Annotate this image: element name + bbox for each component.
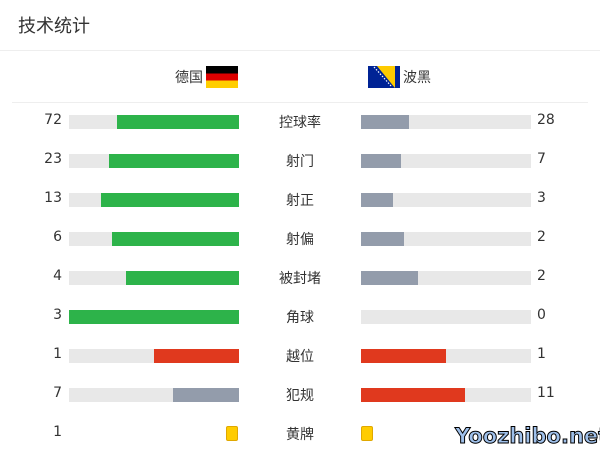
stat-row: 13 射正 3 xyxy=(0,190,600,210)
divider xyxy=(12,102,588,103)
stat-label: 射正 xyxy=(286,193,314,209)
stat-row: 3 角球 0 xyxy=(0,307,600,327)
away-team-name: 波黑 xyxy=(403,70,431,86)
away-bar-fill xyxy=(361,388,465,402)
away-value: 2 xyxy=(537,268,546,284)
away-value: 0 xyxy=(537,307,546,323)
yellow-card-icon xyxy=(361,426,373,441)
away-bar xyxy=(361,271,531,285)
away-bar-fill xyxy=(361,154,401,168)
home-bar xyxy=(69,193,239,207)
away-bar xyxy=(361,310,531,324)
home-value: 6 xyxy=(53,229,62,245)
home-value: 1 xyxy=(53,424,62,440)
stat-label: 控球率 xyxy=(279,115,321,131)
bosnia-flag-icon xyxy=(368,66,400,88)
stat-row-yellow-cards: 1 黄牌 xyxy=(0,424,600,444)
stat-label: 射门 xyxy=(286,154,314,170)
stat-label: 越位 xyxy=(286,349,314,365)
away-bar-fill xyxy=(361,232,404,246)
home-value: 23 xyxy=(44,151,62,167)
home-value: 1 xyxy=(53,346,62,362)
home-bar xyxy=(69,115,239,129)
away-value: 1 xyxy=(537,346,546,362)
away-bar-fill xyxy=(361,115,409,129)
germany-flag-icon xyxy=(206,66,238,88)
away-value: 28 xyxy=(537,112,555,128)
home-bar-fill xyxy=(111,232,239,246)
away-bar xyxy=(361,388,531,402)
home-team-name: 德国 xyxy=(175,70,203,86)
home-value: 3 xyxy=(53,307,62,323)
home-team: 德国 xyxy=(175,66,238,88)
page-title: 技术统计 xyxy=(18,16,90,37)
home-bar xyxy=(69,349,239,363)
away-value: 7 xyxy=(537,151,546,167)
away-value: 2 xyxy=(537,229,546,245)
home-value: 7 xyxy=(53,385,62,401)
home-bar xyxy=(69,154,239,168)
stat-row: 4 被封堵 2 xyxy=(0,268,600,288)
home-bar-fill xyxy=(100,193,239,207)
yellow-card-icon xyxy=(226,426,238,441)
home-bar xyxy=(69,271,239,285)
stat-label: 射偏 xyxy=(286,232,314,248)
home-value: 13 xyxy=(44,190,62,206)
home-bar-fill xyxy=(69,310,239,324)
stat-label: 犯规 xyxy=(286,388,314,404)
home-bar-fill xyxy=(125,271,239,285)
away-team: 波黑 xyxy=(368,66,431,88)
away-bar-fill xyxy=(361,349,446,363)
home-bar xyxy=(69,310,239,324)
away-bar xyxy=(361,154,531,168)
stat-row: 6 射偏 2 xyxy=(0,229,600,249)
away-bar-fill xyxy=(361,271,418,285)
away-bar xyxy=(361,349,531,363)
home-bar xyxy=(69,388,239,402)
away-value: 11 xyxy=(537,385,555,401)
stat-row: 23 射门 7 xyxy=(0,151,600,171)
away-bar-fill xyxy=(361,193,393,207)
stat-label: 角球 xyxy=(286,310,314,326)
away-bar xyxy=(361,115,531,129)
stat-row: 1 越位 1 xyxy=(0,346,600,366)
home-bar-fill xyxy=(172,388,239,402)
home-bar-fill xyxy=(116,115,239,129)
away-bar xyxy=(361,232,531,246)
home-bar-fill xyxy=(108,154,239,168)
away-value: 3 xyxy=(537,190,546,206)
away-bar xyxy=(361,193,531,207)
divider xyxy=(0,50,600,51)
stat-row: 7 犯规 11 xyxy=(0,385,600,405)
home-bar-fill xyxy=(154,349,239,363)
home-value: 72 xyxy=(44,112,62,128)
watermark: Yoozhibo.net xyxy=(454,424,600,449)
home-bar xyxy=(69,232,239,246)
home-value: 4 xyxy=(53,268,62,284)
stat-label: 黄牌 xyxy=(286,427,314,443)
stat-label: 被封堵 xyxy=(279,271,321,287)
stat-row: 72 控球率 28 xyxy=(0,112,600,132)
